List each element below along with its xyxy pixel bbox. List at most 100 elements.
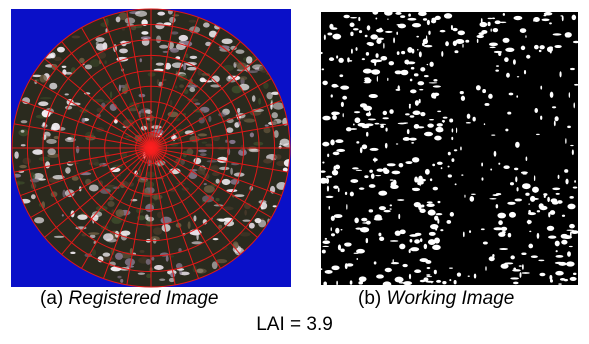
texture xyxy=(477,39,479,43)
texture xyxy=(375,123,380,125)
texture xyxy=(414,124,420,129)
texture xyxy=(573,187,578,189)
texture xyxy=(440,229,443,231)
texture xyxy=(222,38,233,44)
texture xyxy=(454,280,457,284)
texture xyxy=(322,142,329,147)
texture xyxy=(369,209,374,212)
texture xyxy=(380,125,384,128)
texture xyxy=(379,237,384,241)
texture xyxy=(395,70,402,74)
texture xyxy=(555,241,560,247)
texture xyxy=(458,30,465,35)
lai-value: LAI = 3.9 xyxy=(256,314,333,335)
texture xyxy=(378,233,381,237)
texture xyxy=(516,95,518,98)
texture xyxy=(497,213,506,219)
texture xyxy=(410,89,417,93)
texture xyxy=(169,17,176,23)
texture xyxy=(570,277,577,281)
texture xyxy=(166,256,169,262)
texture xyxy=(336,281,338,286)
texture xyxy=(569,92,570,98)
texture xyxy=(472,117,475,122)
texture xyxy=(120,279,123,283)
texture xyxy=(462,44,463,48)
texture xyxy=(446,220,451,224)
texture xyxy=(140,58,142,62)
texture xyxy=(493,28,498,32)
texture xyxy=(70,252,75,254)
texture xyxy=(222,179,231,185)
texture xyxy=(320,178,328,184)
texture xyxy=(542,18,550,21)
texture xyxy=(537,210,540,212)
texture xyxy=(440,30,446,32)
texture xyxy=(249,223,255,229)
texture xyxy=(485,266,486,271)
texture xyxy=(340,248,344,252)
caption-b: (b) Working Image xyxy=(358,288,514,310)
texture xyxy=(347,57,350,62)
texture xyxy=(517,76,519,77)
texture xyxy=(414,73,419,76)
texture xyxy=(488,94,493,99)
texture xyxy=(555,116,559,121)
texture xyxy=(366,132,368,137)
texture xyxy=(515,176,517,182)
texture xyxy=(213,238,219,240)
texture xyxy=(407,129,410,134)
texture xyxy=(374,218,383,221)
texture xyxy=(447,166,449,168)
texture xyxy=(463,232,465,237)
texture xyxy=(412,188,417,190)
texture xyxy=(249,149,260,152)
texture xyxy=(356,258,358,260)
texture xyxy=(335,139,343,143)
texture xyxy=(526,156,528,161)
texture xyxy=(368,119,376,121)
texture xyxy=(424,244,427,249)
texture xyxy=(366,238,368,243)
texture xyxy=(434,136,442,141)
texture xyxy=(159,45,168,49)
texture xyxy=(255,218,262,223)
texture xyxy=(104,60,106,64)
texture xyxy=(419,51,422,57)
texture xyxy=(172,14,179,16)
texture xyxy=(371,69,380,75)
texture xyxy=(266,92,272,99)
texture xyxy=(390,240,398,242)
texture xyxy=(573,273,577,275)
texture xyxy=(560,278,565,281)
texture xyxy=(478,32,484,35)
texture xyxy=(433,79,437,82)
texture xyxy=(204,183,207,185)
texture xyxy=(409,234,418,237)
texture xyxy=(517,187,519,191)
texture xyxy=(116,16,121,22)
texture xyxy=(496,204,499,208)
texture xyxy=(346,204,347,210)
texture xyxy=(474,274,476,279)
texture xyxy=(538,260,544,262)
texture xyxy=(552,187,560,190)
texture xyxy=(396,89,401,91)
texture xyxy=(391,182,395,188)
texture xyxy=(522,272,530,274)
texture xyxy=(422,43,425,47)
texture xyxy=(383,281,392,286)
texture xyxy=(370,94,378,98)
texture xyxy=(320,52,323,54)
texture xyxy=(156,63,164,66)
texture xyxy=(332,85,339,87)
texture xyxy=(400,230,406,235)
texture xyxy=(532,187,539,193)
texture xyxy=(539,50,542,52)
texture xyxy=(372,10,378,15)
texture xyxy=(216,179,220,184)
texture xyxy=(567,251,571,256)
texture xyxy=(529,231,531,233)
texture xyxy=(389,109,393,114)
texture xyxy=(322,68,325,70)
